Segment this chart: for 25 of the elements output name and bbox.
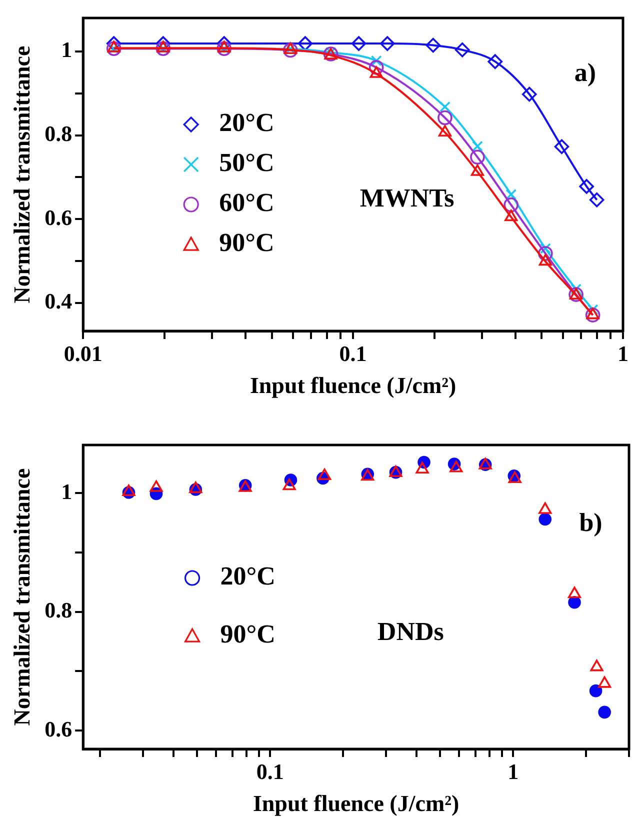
legend-label: 50°C — [219, 148, 274, 178]
y-axis-title: Normalized transmittance — [10, 46, 35, 304]
y-tick-label: 0.8 — [44, 121, 72, 146]
y-tick-label: 0.6 — [44, 716, 72, 742]
x-tick-label: 0.01 — [64, 340, 102, 366]
y-tick-label: 0.6 — [44, 204, 72, 230]
legend-label: 90°C — [220, 620, 276, 649]
x-tick-label: 0.1 — [256, 758, 284, 784]
annotation: MWNTs — [360, 183, 454, 212]
y-tick-label: 1 — [61, 478, 72, 504]
legend-label: 20°C — [219, 108, 274, 138]
x-tick-label: 0.1 — [339, 340, 367, 366]
annotation: DNDs — [377, 617, 444, 646]
annotation: a) — [574, 58, 596, 88]
y-axis-title: Normalized transmittance — [10, 468, 35, 726]
x-axis-title: Input fluence (J/cm²) — [250, 373, 456, 398]
legend-label: 20°C — [220, 562, 276, 591]
annotation: b) — [579, 508, 602, 537]
y-tick-label: 1 — [61, 37, 72, 62]
y-tick-label: 0.8 — [44, 598, 72, 623]
y-tick-label: 0.4 — [44, 288, 72, 314]
x-axis-title: Input fluence (J/cm²) — [252, 791, 460, 816]
legend-label: 90°C — [219, 228, 274, 258]
legend-label: 60°C — [219, 188, 274, 218]
x-tick-label: 1 — [618, 340, 628, 366]
